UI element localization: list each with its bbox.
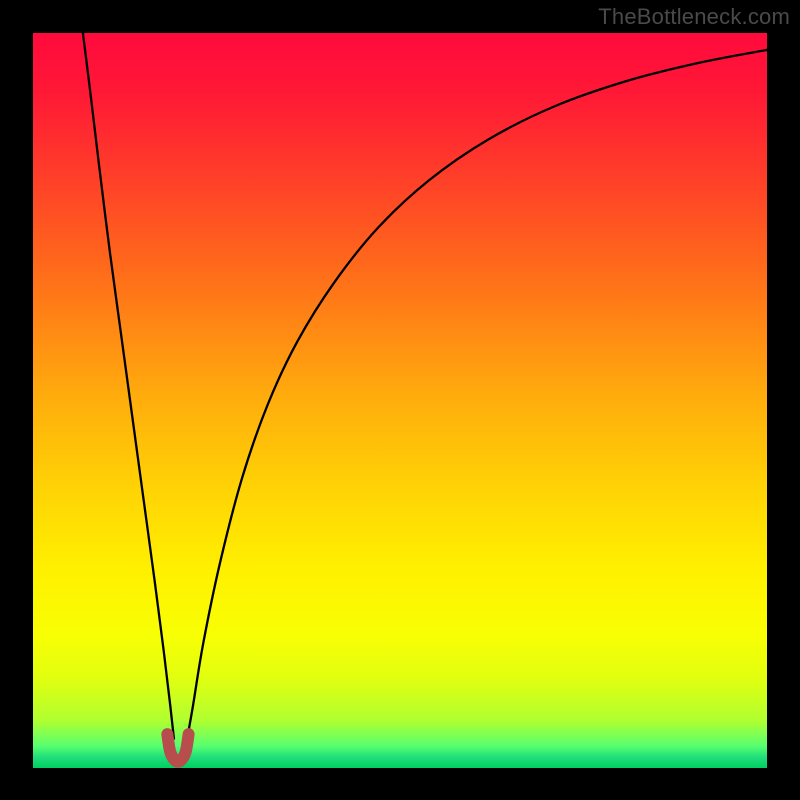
bottleneck-chart <box>33 33 767 768</box>
plot-area <box>33 33 767 768</box>
watermark-text: TheBottleneck.com <box>598 4 790 30</box>
gradient-background <box>33 33 767 768</box>
chart-container: TheBottleneck.com <box>0 0 800 800</box>
